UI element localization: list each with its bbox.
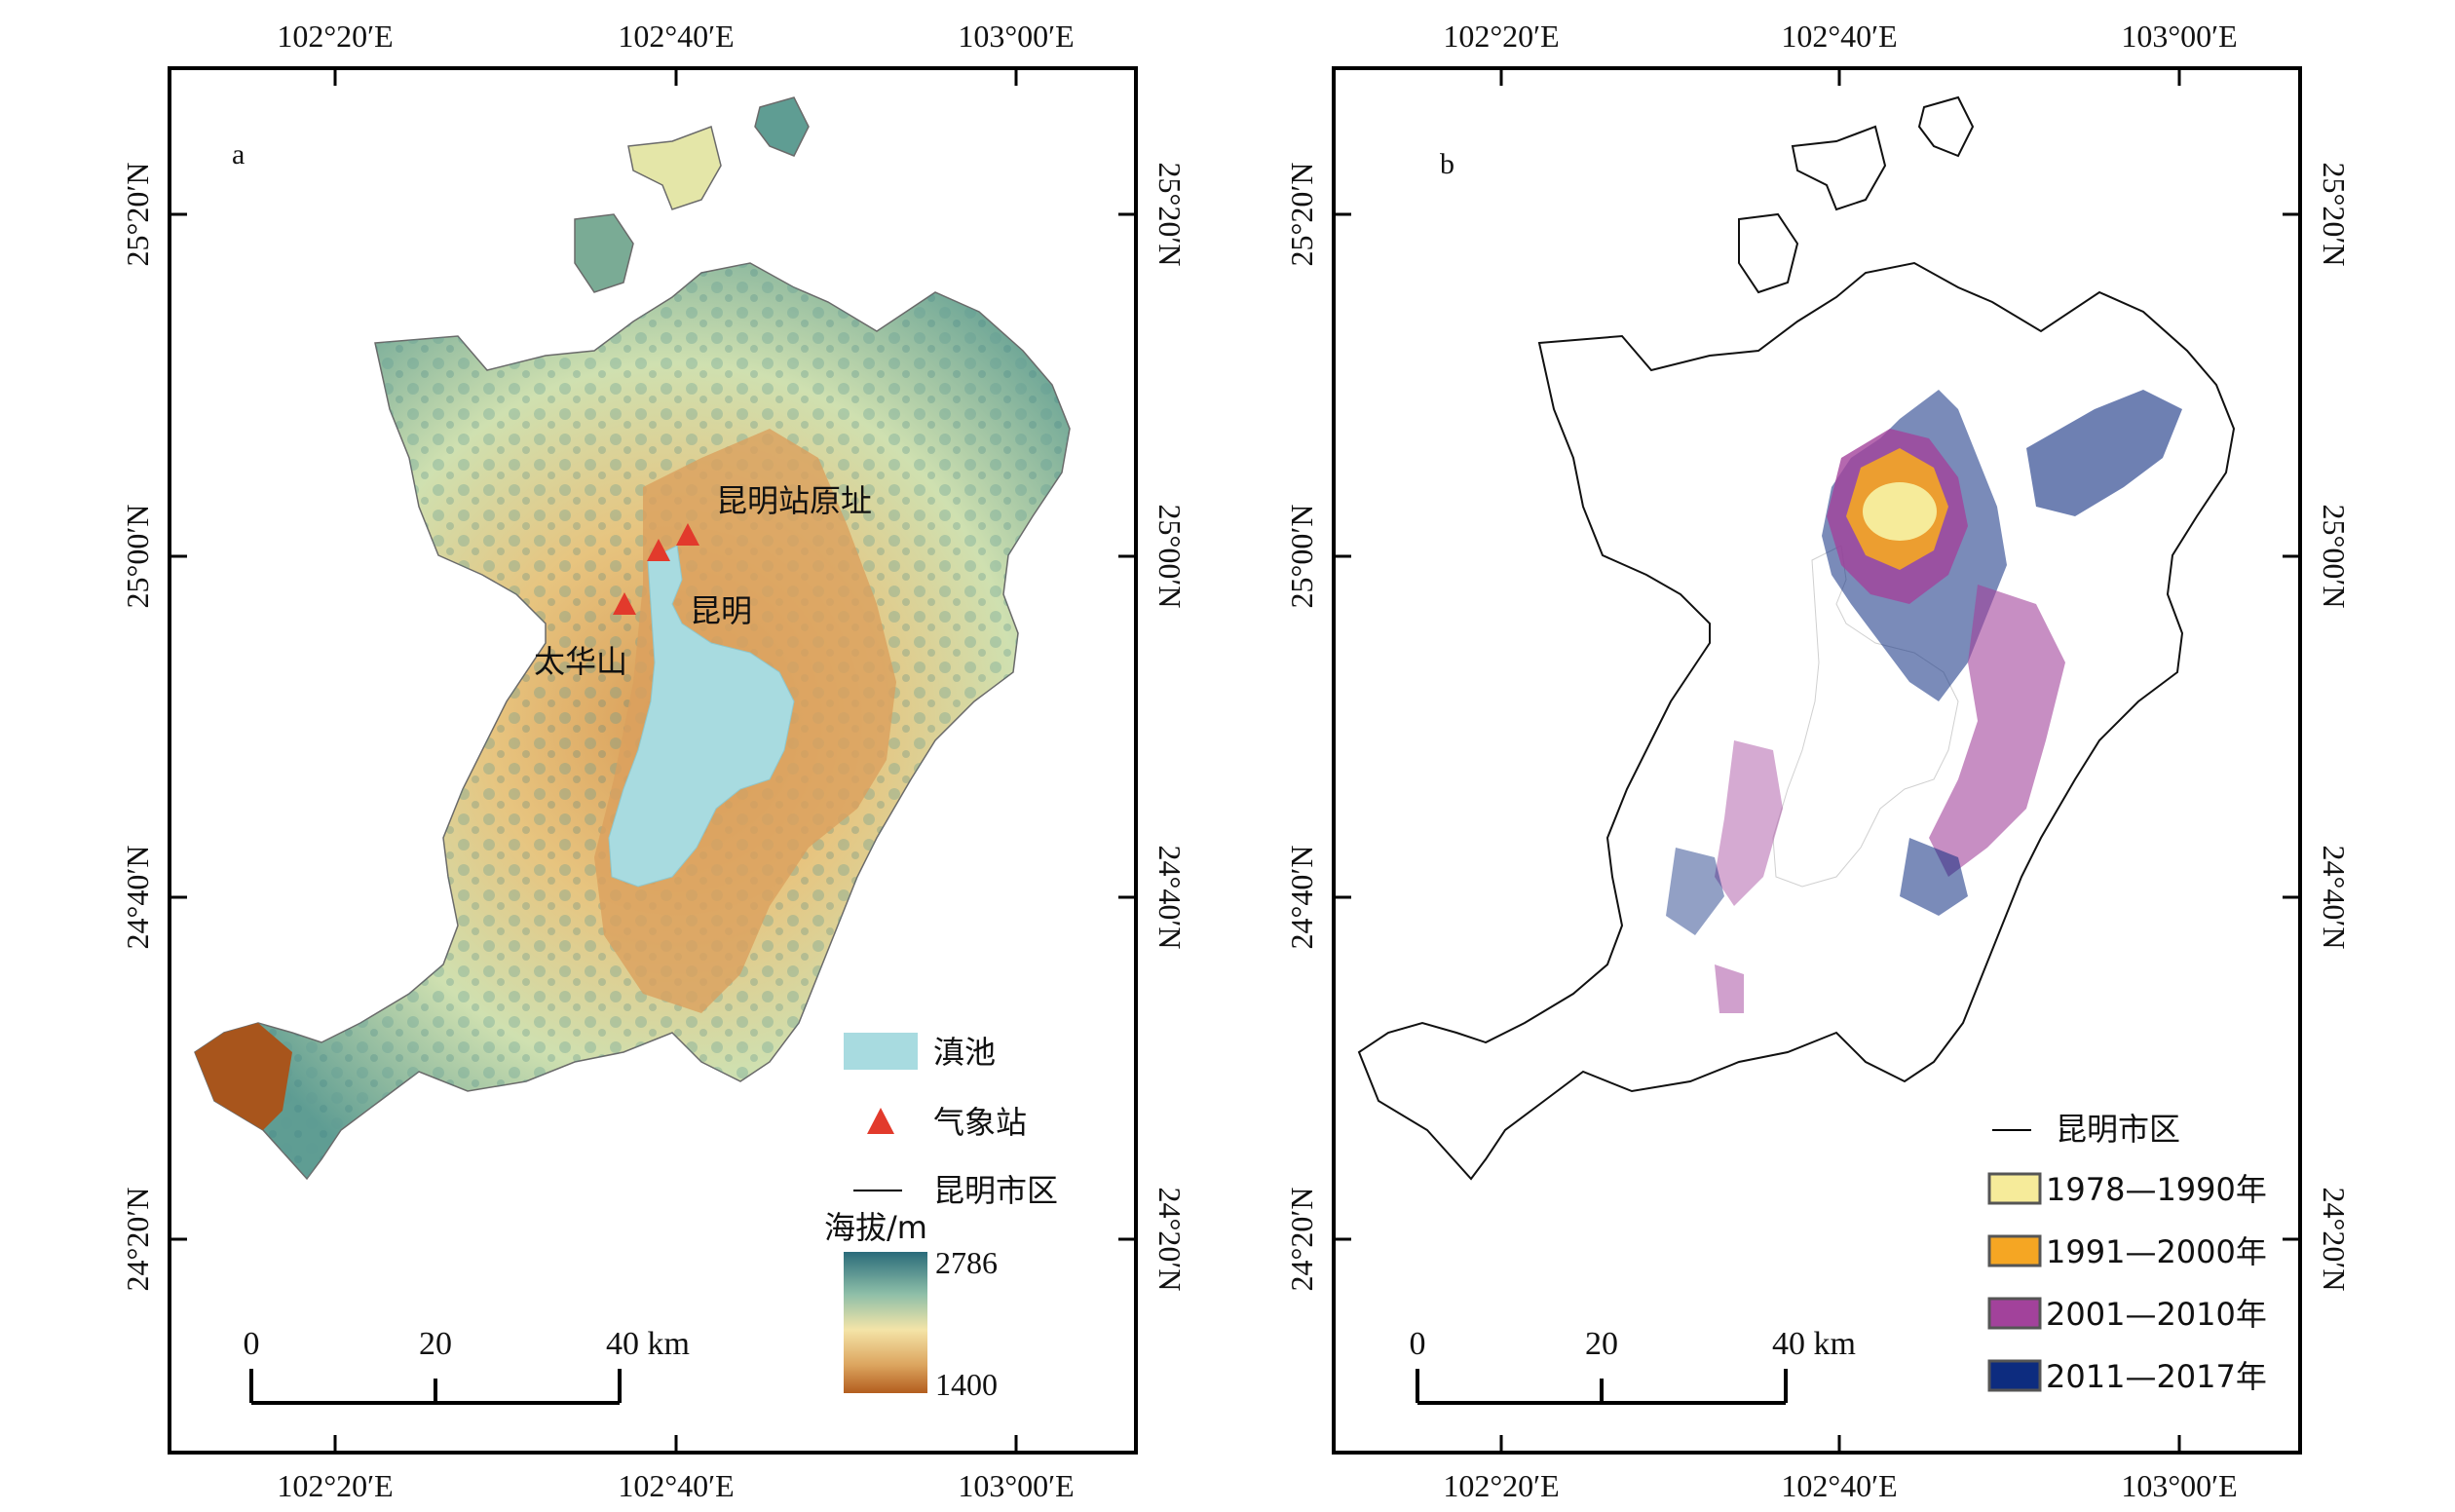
sw-high-terrain [195,1023,292,1130]
station-marker-taihuashan [613,592,636,615]
north-enclave-2 [754,96,810,157]
north-enclave-outline-2 [1917,95,1975,158]
lat-label-left: 24°40′N [120,846,155,950]
panel-a-ticks [170,68,1136,1453]
legend-period-label: 2011—2017年 [2046,1358,2267,1395]
lat-label-right: 24°20′N [2317,1188,2352,1292]
legend-b-boundary-label: 昆明市区 [2056,1111,2180,1148]
lat-label-right: 25°20′N [1152,163,1188,267]
lat-label-left: 25°20′N [1284,163,1319,267]
urban-southeast [1929,585,2065,877]
station-marker-old [676,523,699,546]
lat-label-right: 24°40′N [2317,846,2352,950]
legend-period-swatch [1987,1359,2042,1392]
lake-outline-b [1772,545,1959,888]
legend-elev-min: 1400 [935,1367,998,1402]
lon-label-bottom: 102°40′E [1781,1468,1897,1503]
legend-station-symbol [867,1108,894,1134]
lat-label-left: 25°00′N [120,505,155,609]
lon-label-bottom: 102°40′E [618,1468,734,1503]
label-kunming: 昆明 [690,592,752,629]
legend-lake-label: 滇池 [933,1034,996,1071]
city-boundary-outline [1357,261,2236,1181]
scale-bar-a [249,1369,622,1405]
urban-west-lake [1715,740,1783,906]
lon-label-bottom: 102°20′E [277,1468,393,1503]
lat-label-left: 25°00′N [1284,505,1319,609]
urban-east-2011-2017 [2026,390,2182,516]
legend-lake-swatch [844,1033,918,1070]
urban-expansion [1666,390,2182,1013]
legend-elev-title: 海拔/m [824,1209,927,1246]
label-station-old: 昆明站原址 [716,482,872,519]
urban-southwest [1666,848,1724,935]
legend-period-swatch [1987,1234,2042,1267]
legend-period-label: 1978—1990年 [2046,1171,2267,1208]
lon-label-top: 102°40′E [618,19,734,54]
lat-label-left: 24°20′N [1284,1188,1319,1292]
scale-a-tick-0: 0 [244,1326,260,1362]
north-enclave-3 [574,213,634,293]
scale-a-tick-40: 40 km [606,1326,690,1362]
scale-b-tick-0: 0 [1410,1326,1426,1362]
lon-label-bottom: 103°00′E [2121,1468,2237,1503]
dianchi-lake [608,545,795,888]
lat-label-right: 24°40′N [1152,846,1188,950]
legend-period-label: 1991—2000年 [2046,1233,2267,1270]
legend-elev-max: 2786 [935,1245,998,1280]
scale-b-tick-40: 40 km [1772,1326,1856,1362]
panel-b: b 102°20′E 102°40′E 103°00′E 102°20′E 10… [1284,19,2352,1503]
lat-label-left: 24°20′N [120,1188,155,1292]
label-taihuashan: 太华山 [534,643,627,680]
scale-a-tick-20: 20 [419,1326,452,1362]
lon-label-top: 103°00′E [958,19,1074,54]
panel-a: 昆明站原址 昆明 太华山 a 102°20′E 102°40′E 103°00′… [120,19,1188,1503]
panel-b-ticks [1334,68,2300,1453]
legend-period-swatch [1987,1172,2042,1205]
legend-period-label: 2001—2010年 [2046,1296,2267,1333]
panel-a-label: a [232,138,245,170]
urban-south [1900,838,1968,916]
legend-boundary-label: 昆明市区 [933,1172,1058,1209]
north-enclave-outline-3 [1738,212,1799,294]
lat-label-right: 25°00′N [2317,505,2352,609]
urban-far-southwest [1715,964,1744,1013]
station-marker-kunming [647,539,670,561]
panel-b-frame [1332,66,2302,1455]
urban-1978-1990 [1863,482,1937,541]
lat-label-left: 24°40′N [1284,846,1319,950]
legend-period-swatch [1987,1297,2042,1330]
scale-bar-b [1416,1369,1788,1405]
lon-label-bottom: 102°20′E [1443,1468,1559,1503]
lat-label-right: 24°20′N [1152,1188,1188,1292]
lon-label-top: 102°40′E [1781,19,1897,54]
lon-label-top: 102°20′E [1443,19,1559,54]
lon-label-bottom: 103°00′E [958,1468,1074,1503]
scale-b-tick-20: 20 [1585,1326,1618,1362]
legend-periods: 1978—1990年 1991—2000年 2001—2010年 2011—2017年 [1987,1171,2267,1395]
lon-label-top: 103°00′E [2121,19,2237,54]
elevation-colorbar [844,1252,927,1393]
lon-label-top: 102°20′E [277,19,393,54]
panel-b-label: b [1440,148,1454,180]
lat-label-right: 25°00′N [1152,505,1188,609]
lat-label-right: 25°20′N [2317,163,2352,267]
legend-station-label: 气象站 [933,1104,1027,1141]
lat-label-left: 25°20′N [120,163,155,267]
north-enclave-outline-1 [1791,125,1887,211]
north-enclave-1 [627,126,722,210]
